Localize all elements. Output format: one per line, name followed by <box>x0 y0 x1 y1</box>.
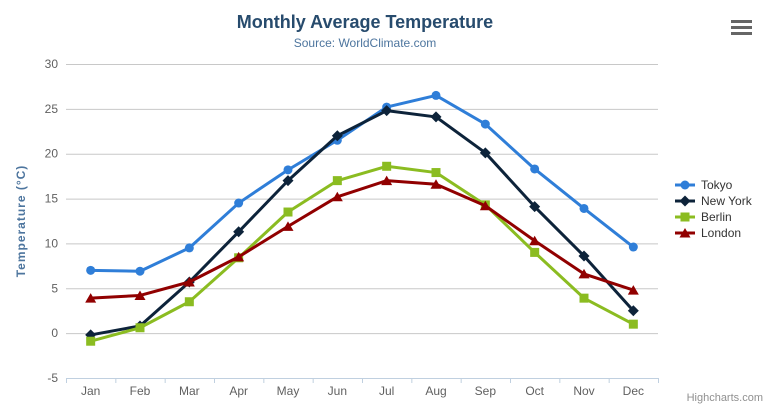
series-london <box>85 175 639 303</box>
y-axis-label: 15 <box>45 192 59 206</box>
square-marker-icon <box>675 212 695 222</box>
data-point-tokyo[interactable] <box>431 90 441 100</box>
hamburger-icon <box>731 26 752 29</box>
legend-item-london[interactable]: London <box>674 225 752 241</box>
y-axis-title: Temperature (°C) <box>14 164 28 278</box>
data-point-berlin[interactable] <box>86 336 96 346</box>
data-point-london[interactable] <box>479 200 491 211</box>
chart-title: Monthly Average Temperature <box>236 12 494 32</box>
x-axis-label: Jun <box>328 384 347 398</box>
x-axis-label: Mar <box>179 384 200 398</box>
legend-item-new-york[interactable]: New York <box>674 193 752 209</box>
data-point-tokyo[interactable] <box>184 243 194 253</box>
data-point-berlin[interactable] <box>332 176 342 186</box>
data-point-london[interactable] <box>578 268 590 279</box>
series-tokyo <box>86 90 638 276</box>
legend-item-berlin[interactable]: Berlin <box>674 209 752 225</box>
data-point-new-york[interactable] <box>479 147 491 159</box>
data-point-new-york[interactable] <box>233 226 245 238</box>
y-axis-label: 30 <box>45 57 59 71</box>
legend-item-tokyo[interactable]: Tokyo <box>674 177 752 193</box>
x-axis-label: Dec <box>623 384 644 398</box>
legend-label-new-york: New York <box>701 194 752 208</box>
data-point-tokyo[interactable] <box>86 265 96 275</box>
data-point-berlin[interactable] <box>184 297 194 307</box>
data-point-tokyo[interactable] <box>283 165 293 175</box>
hamburger-icon <box>731 20 752 23</box>
legend-marker-tokyo[interactable] <box>680 180 690 190</box>
y-axis-label: 25 <box>45 102 59 116</box>
data-point-london[interactable] <box>282 221 294 231</box>
data-point-new-york[interactable] <box>331 130 343 142</box>
hamburger-icon <box>731 32 752 35</box>
y-axis-label: 10 <box>45 236 59 250</box>
x-axis-label: Sep <box>475 384 497 398</box>
data-point-new-york[interactable] <box>282 175 294 187</box>
data-point-new-york[interactable] <box>381 105 393 117</box>
data-point-london[interactable] <box>233 251 245 262</box>
y-axis-label: -5 <box>47 371 58 385</box>
data-point-berlin[interactable] <box>628 319 638 329</box>
x-axis-label: May <box>277 384 300 398</box>
data-point-london[interactable] <box>381 175 393 186</box>
y-axis-label: 20 <box>45 147 59 161</box>
data-point-tokyo[interactable] <box>480 119 490 129</box>
data-point-berlin[interactable] <box>382 161 392 171</box>
data-point-london[interactable] <box>430 179 442 189</box>
x-axis-label: Oct <box>525 384 544 398</box>
x-axis-label: Apr <box>229 384 248 398</box>
data-point-new-york[interactable] <box>529 201 541 213</box>
credits-link[interactable]: Highcharts.com <box>686 392 763 404</box>
series-line-london <box>89 179 635 300</box>
legend-label-london: London <box>701 226 742 240</box>
data-point-berlin[interactable] <box>283 207 293 217</box>
data-point-tokyo[interactable] <box>530 164 540 174</box>
export-menu-button[interactable] <box>731 20 752 35</box>
legend-marker-berlin[interactable] <box>680 212 690 222</box>
diamond-marker-icon <box>675 195 695 207</box>
x-axis-label: Feb <box>130 384 151 398</box>
data-point-berlin[interactable] <box>530 247 540 257</box>
data-point-new-york[interactable] <box>627 305 639 317</box>
x-axis-label: Jan <box>81 384 100 398</box>
series-new-york <box>85 105 639 341</box>
data-point-london[interactable] <box>529 235 541 246</box>
series-line-new-york <box>89 109 635 337</box>
data-point-tokyo[interactable] <box>579 203 589 213</box>
x-axis-label: Aug <box>425 384 446 398</box>
x-axis-label: Jul <box>379 384 394 398</box>
y-axis-label: 0 <box>51 326 58 340</box>
data-point-berlin[interactable] <box>579 293 589 303</box>
y-axis-label: 5 <box>51 281 58 295</box>
legend-label-berlin: Berlin <box>701 210 732 224</box>
legend-marker-new-york[interactable] <box>679 195 691 207</box>
data-point-new-york[interactable] <box>430 111 442 123</box>
data-point-london[interactable] <box>627 285 639 295</box>
data-point-london[interactable] <box>183 277 195 287</box>
data-point-london[interactable] <box>85 293 97 303</box>
circle-marker-icon <box>675 180 695 190</box>
legend-label-tokyo: Tokyo <box>701 178 733 192</box>
series-line-berlin <box>89 164 635 343</box>
data-point-tokyo[interactable] <box>628 242 638 252</box>
data-point-berlin[interactable] <box>431 168 441 178</box>
data-point-new-york[interactable] <box>578 250 590 262</box>
data-point-tokyo[interactable] <box>135 266 145 276</box>
data-point-london[interactable] <box>331 191 343 202</box>
data-point-london[interactable] <box>134 290 146 300</box>
data-point-berlin[interactable] <box>135 323 145 333</box>
triangle-marker-icon <box>675 228 695 238</box>
legend-marker-london[interactable] <box>679 228 691 238</box>
chart-subtitle: Source: WorldClimate.com <box>293 36 437 50</box>
legend: Tokyo New York Berlin London <box>674 177 752 241</box>
data-point-tokyo[interactable] <box>234 198 244 208</box>
x-axis-label: Nov <box>573 384 594 398</box>
